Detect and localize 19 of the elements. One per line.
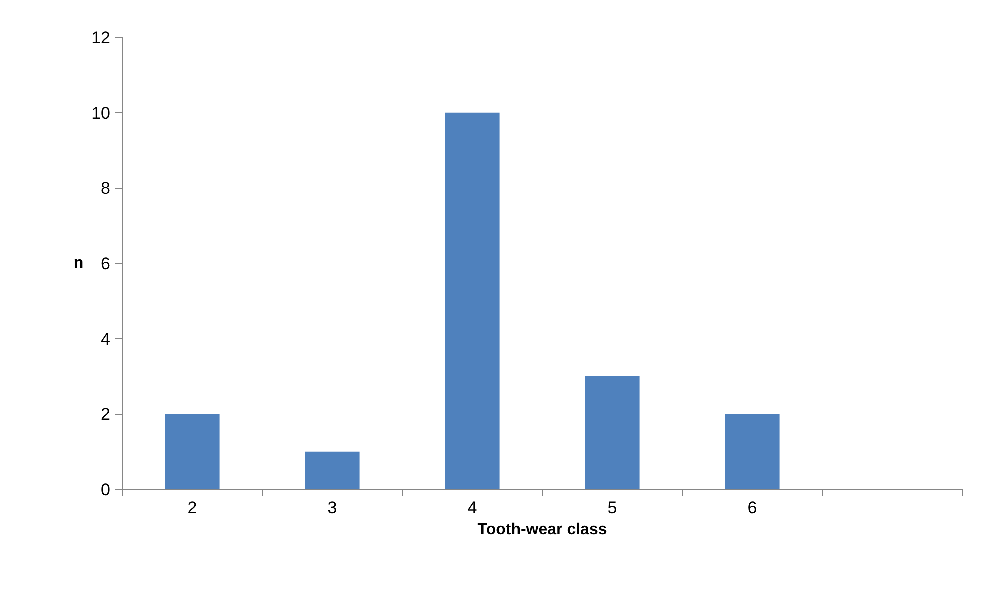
x-tick-label: 3 — [328, 498, 338, 518]
y-tick-label: 2 — [101, 405, 111, 424]
bar — [445, 112, 500, 490]
x-tick-label: 6 — [748, 498, 758, 518]
y-tick-label: 6 — [101, 254, 111, 274]
bar — [165, 414, 220, 490]
x-tick-label: 5 — [608, 498, 618, 518]
bar — [585, 376, 640, 490]
y-tick-label: 12 — [92, 28, 111, 48]
x-axis-title: Tooth-wear class — [478, 522, 608, 538]
x-tick-label: 4 — [468, 498, 478, 518]
y-axis-title: n — [74, 255, 84, 272]
bar — [725, 414, 780, 490]
y-tick-label: 8 — [101, 179, 111, 198]
bar — [305, 452, 360, 490]
x-tick-label: 2 — [188, 498, 198, 518]
y-tick-label: 0 — [101, 480, 111, 500]
y-tick-label: 4 — [101, 330, 111, 349]
y-tick-label: 10 — [92, 104, 111, 123]
